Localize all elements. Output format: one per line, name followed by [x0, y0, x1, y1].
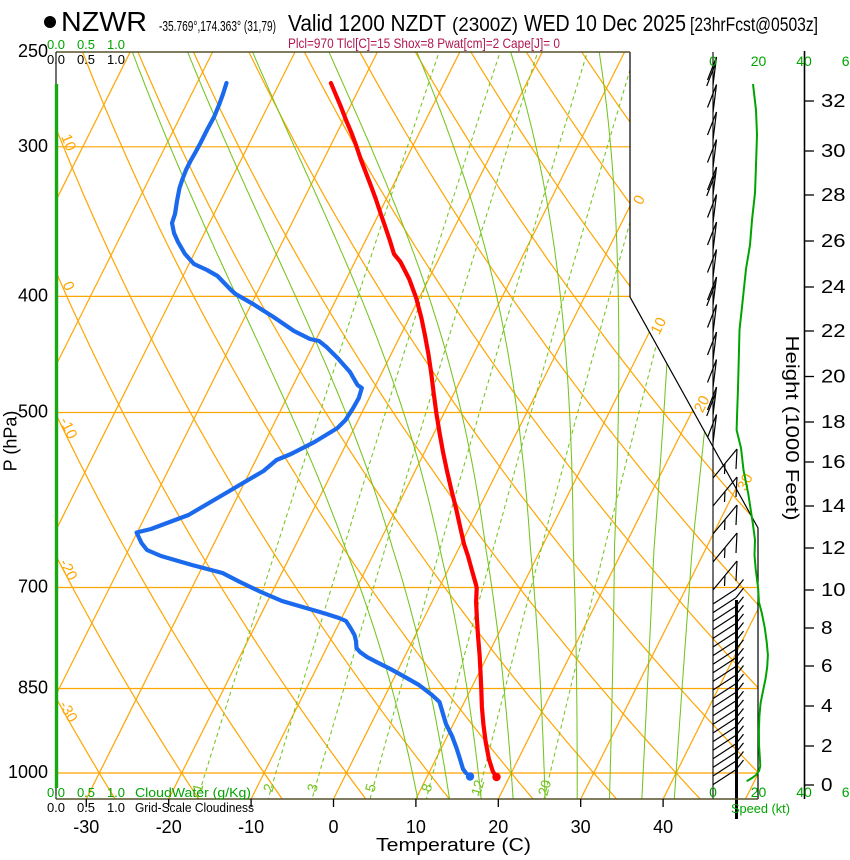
svg-text:-20: -20 [156, 817, 182, 837]
svg-text:[23hrFcst@0503z]: [23hrFcst@0503z] [690, 15, 818, 36]
svg-text:0.0: 0.0 [47, 785, 65, 800]
svg-text:500: 500 [18, 402, 48, 422]
svg-text:60: 60 [842, 784, 850, 800]
svg-text:22: 22 [821, 321, 846, 341]
svg-text:Plcl=970 Tlcl[C]=15 Shox=8 Pwa: Plcl=970 Tlcl[C]=15 Shox=8 Pwat[cm]=2 Ca… [288, 35, 560, 51]
svg-text:Height (1000 Feet): Height (1000 Feet) [782, 336, 802, 521]
svg-text:WED 10 Dec 2025: WED 10 Dec 2025 [524, 10, 686, 36]
svg-text:Speed (kt): Speed (kt) [731, 801, 790, 816]
svg-text:0.5: 0.5 [77, 785, 95, 800]
svg-text:2: 2 [260, 782, 278, 794]
svg-text:16: 16 [821, 452, 846, 472]
svg-text:1.0: 1.0 [107, 37, 125, 52]
svg-text:1.0: 1.0 [107, 52, 125, 67]
svg-text:12: 12 [468, 778, 488, 797]
svg-text:10: 10 [406, 817, 426, 837]
svg-text:18: 18 [821, 412, 846, 432]
svg-text:0.5: 0.5 [77, 800, 95, 815]
svg-text:30: 30 [571, 817, 591, 837]
svg-text:40: 40 [653, 817, 673, 837]
svg-text:0.0: 0.0 [47, 37, 65, 52]
svg-text:0: 0 [328, 817, 338, 837]
svg-text:Grid-Scale Cloudiness: Grid-Scale Cloudiness [135, 800, 254, 815]
svg-text:6: 6 [821, 656, 833, 676]
svg-text:1000: 1000 [8, 762, 48, 782]
svg-text:Valid 1200 NZDT: Valid 1200 NZDT [288, 10, 446, 36]
svg-text:40: 40 [796, 784, 812, 800]
svg-text:CloudWater (g/Kg): CloudWater (g/Kg) [135, 785, 251, 800]
svg-text:Temperature (C): Temperature (C) [376, 835, 531, 855]
svg-text:1: 1 [189, 782, 207, 794]
svg-text:850: 850 [18, 678, 48, 698]
svg-text:28: 28 [821, 185, 846, 205]
svg-text:8: 8 [418, 782, 436, 794]
svg-text:20: 20 [751, 53, 767, 69]
svg-text:P (hPa): P (hPa) [1, 411, 21, 472]
svg-text:700: 700 [18, 577, 48, 597]
svg-text:0: 0 [709, 784, 717, 800]
svg-text:32: 32 [821, 91, 846, 111]
svg-text:12: 12 [821, 538, 846, 558]
svg-text:14: 14 [821, 496, 846, 516]
svg-text:20: 20 [751, 784, 767, 800]
svg-text:10: 10 [57, 132, 79, 154]
svg-text:1.0: 1.0 [107, 785, 125, 800]
svg-text:-10: -10 [238, 817, 264, 837]
svg-text:-30: -30 [73, 817, 99, 837]
svg-text:60: 60 [842, 53, 850, 69]
svg-text:0.0: 0.0 [47, 52, 65, 67]
svg-text:1.0: 1.0 [107, 800, 125, 815]
svg-text:8: 8 [821, 618, 833, 638]
svg-text:30: 30 [821, 141, 846, 161]
svg-text:0.0: 0.0 [47, 800, 65, 815]
svg-text:20: 20 [821, 367, 846, 387]
svg-text:40: 40 [796, 53, 812, 69]
svg-text:5: 5 [362, 782, 380, 794]
svg-text:250: 250 [18, 41, 48, 61]
svg-text:20: 20 [488, 817, 508, 837]
svg-text:0.5: 0.5 [77, 37, 95, 52]
svg-text:-35.769°,174.363° (31,79): -35.769°,174.363° (31,79) [159, 18, 276, 35]
svg-text:0: 0 [709, 53, 717, 69]
svg-text:24: 24 [821, 277, 846, 297]
svg-text:400: 400 [18, 285, 48, 305]
svg-text:0: 0 [821, 775, 833, 795]
svg-text:0.5: 0.5 [77, 52, 95, 67]
svg-text:(2300Z): (2300Z) [452, 15, 518, 36]
svg-text:4: 4 [821, 696, 833, 716]
svg-text:10: 10 [821, 580, 846, 600]
svg-text:20: 20 [535, 778, 555, 797]
svg-text:300: 300 [18, 136, 48, 156]
svg-text:10: 10 [648, 315, 671, 338]
svg-text:2: 2 [821, 736, 833, 756]
svg-text:NZWR: NZWR [61, 6, 147, 37]
svg-text:3: 3 [304, 782, 322, 794]
svg-text:26: 26 [821, 231, 846, 251]
